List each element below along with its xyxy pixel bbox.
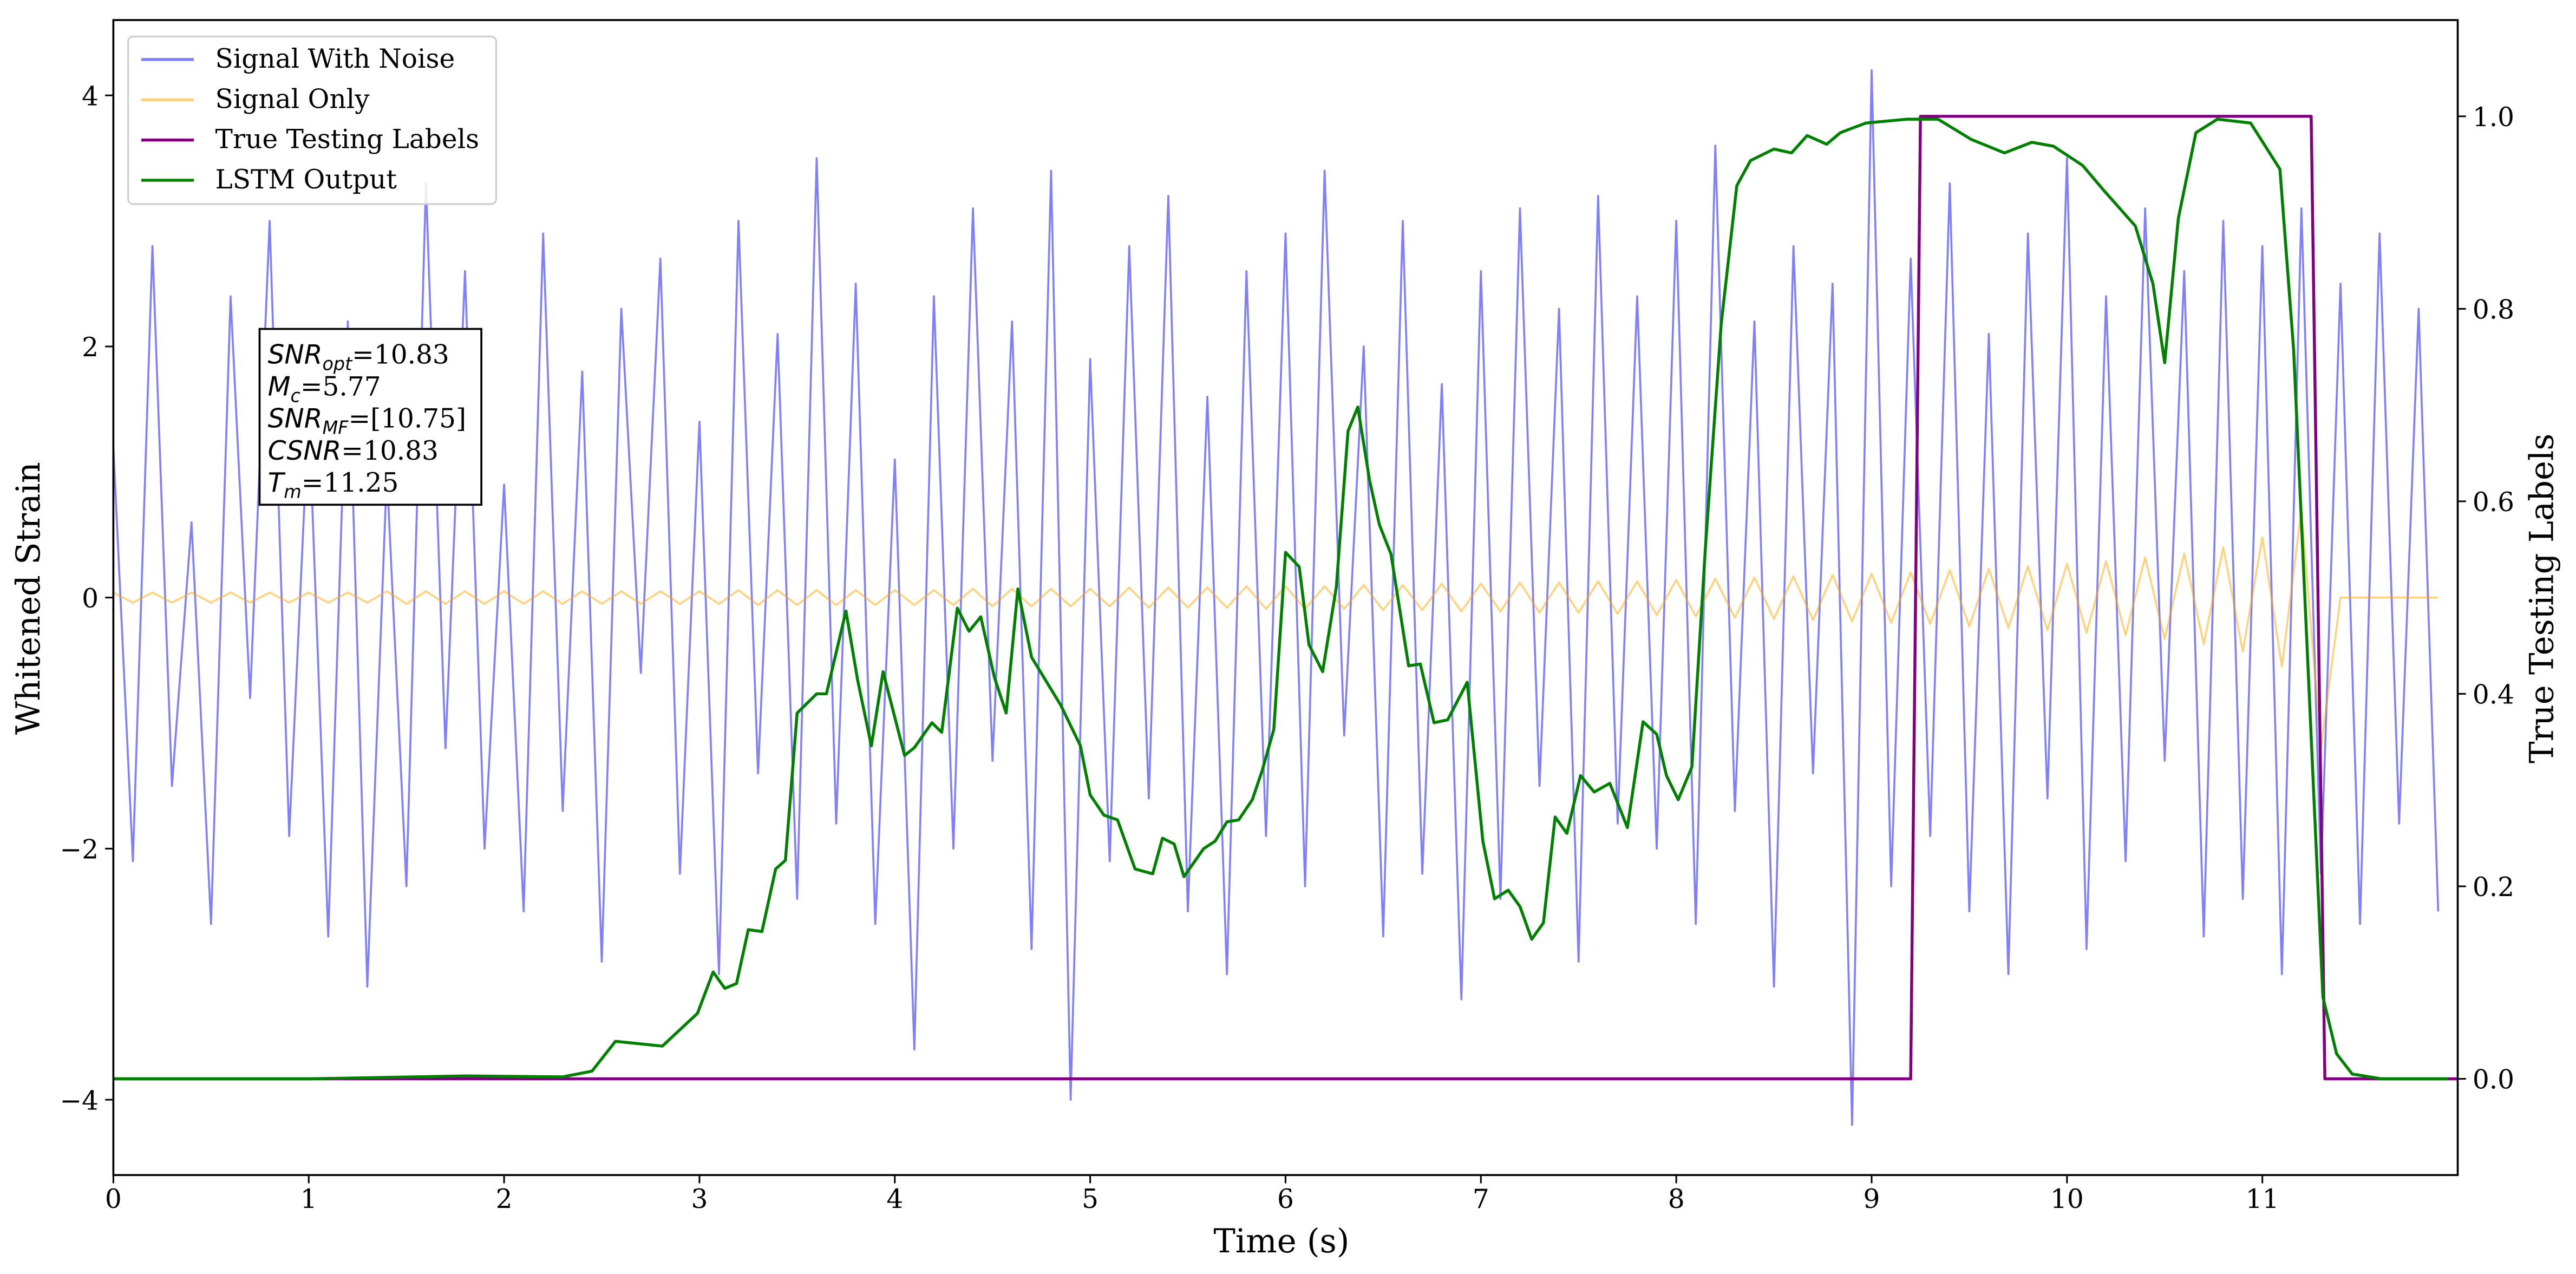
x-tick-label: 3: [691, 1184, 708, 1214]
y-tick-label: 2: [82, 332, 99, 363]
annotation-text: =11.25: [302, 468, 399, 498]
x-tick-label: 2: [496, 1184, 513, 1214]
series-line: [113, 508, 2438, 749]
legend-label: Signal With Noise: [215, 44, 455, 74]
annotation-line: SNRopt=10.83: [268, 339, 449, 374]
y-axis-label: Whitened Strain: [10, 462, 48, 735]
y2-tick-label: 0.4: [2473, 680, 2514, 710]
x-tick-label: 10: [2050, 1184, 2084, 1214]
annotation-frame: [258, 328, 482, 506]
x-tick-label: 9: [1864, 1184, 1880, 1214]
annotation-symbol: M: [268, 371, 291, 402]
annotation-text: =[10.75]: [348, 404, 466, 434]
x-tick-label: 5: [1082, 1184, 1099, 1214]
x-tick-label: 8: [1668, 1184, 1685, 1214]
annotation-symbol: T: [268, 468, 286, 498]
annotation-box: SNRopt=10.83Mc=5.77SNRMF=[10.75]CSNR=10.…: [258, 328, 482, 506]
annotation-symbol: CSNR: [268, 436, 342, 466]
annotation-line: Tm=11.25: [268, 468, 399, 502]
x-axis-label: Time (s): [1213, 1223, 1349, 1260]
x-tick-label: 6: [1277, 1184, 1294, 1214]
annotation-text: =5.77: [300, 371, 381, 402]
annotation-text: =10.83: [341, 436, 439, 466]
y2-tick-label: 0.0: [2473, 1065, 2514, 1095]
y2-axis-label: True Testing Labels: [2523, 434, 2561, 763]
annotation-line: SNRMF=[10.75]: [268, 404, 466, 439]
x-tick-label: 7: [1473, 1184, 1489, 1214]
y2-tick-label: 0.8: [2473, 295, 2514, 325]
annotation-symbol: SNR: [268, 404, 323, 434]
legend-label: Signal Only: [215, 84, 370, 114]
y2-tick-label: 0.6: [2473, 487, 2514, 518]
y-tick-label: 4: [82, 81, 99, 112]
x-tick-label: 1: [300, 1184, 317, 1214]
legend: Signal With Noise Signal Only True Testing…: [127, 35, 497, 205]
annotation-line: Mc=5.77: [268, 371, 381, 406]
y2-tick-label: 1.0: [2473, 102, 2514, 133]
annotation-text: =10.83: [352, 339, 449, 370]
y2-tick-label: 0.2: [2473, 872, 2514, 903]
annotation-symbol: SNR: [268, 339, 323, 370]
y-tick-label: −4: [60, 1086, 99, 1116]
legend-label: LSTM Output: [215, 165, 397, 195]
x-tick-label: 11: [2246, 1184, 2279, 1214]
annotation-subscript: opt: [322, 353, 353, 374]
x-tick-label: 0: [105, 1184, 122, 1214]
series-line: [113, 115, 2458, 1081]
background: [0, 3, 2576, 1271]
x-tick-label: 4: [886, 1184, 903, 1214]
series-line: [113, 117, 2448, 1081]
plot-area: [112, 69, 2458, 1126]
y-tick-label: 0: [82, 584, 99, 614]
annotation-subscript: m: [284, 481, 302, 502]
legend-label: True Testing Labels: [215, 125, 480, 155]
y-tick-label: −2: [60, 835, 99, 865]
annotation-subscript: c: [291, 386, 300, 407]
annotation-subscript: MF: [322, 417, 349, 439]
series-line: [112, 69, 2440, 1126]
annotation-line: CSNR=10.83: [268, 436, 439, 466]
legend-frame: [127, 35, 497, 205]
